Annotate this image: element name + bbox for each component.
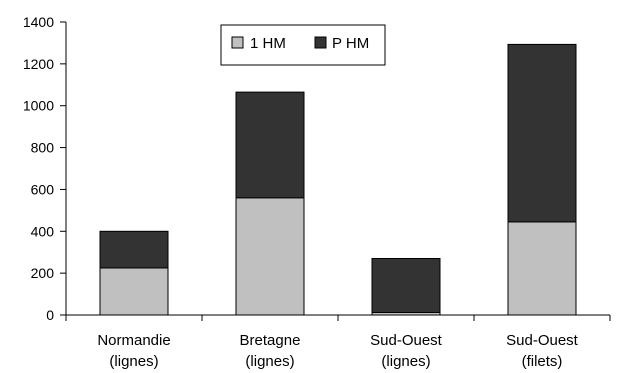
x-tick-label-line: Sud-Ouest [370, 332, 443, 349]
x-tick-label: Bretagne (lignes) [240, 332, 301, 370]
y-tick-label: 1200 [23, 56, 54, 72]
legend-box [220, 24, 386, 66]
y-tick-label: 200 [31, 265, 55, 281]
y-tick-label: 1400 [23, 14, 54, 30]
y-tick-label: 800 [31, 140, 55, 156]
bar-phm-3 [507, 43, 577, 223]
y-tick-label: 400 [31, 223, 55, 239]
bar-1hm-0 [99, 267, 169, 316]
x-tick-label: Normandie (lignes) [97, 332, 170, 370]
y-axis: 0 200 400 600 800 1000 1200 1400 [23, 14, 67, 323]
x-tick-label-line: (filets) [522, 353, 563, 370]
bar-phm-1 [235, 91, 305, 199]
y-tick-label: 600 [31, 181, 55, 197]
legend-label-1hm: 1 HM [250, 35, 286, 52]
x-tick-label-line: (lignes) [245, 353, 294, 370]
bar-phm-2 [371, 257, 441, 313]
x-tick-label-line: Bretagne [240, 332, 301, 349]
legend: 1 HM P HM [220, 24, 386, 66]
legend-swatch-1hm [231, 36, 244, 49]
bars [99, 43, 577, 316]
y-tick-label: 1000 [23, 98, 54, 114]
x-tick-label-line: Normandie [97, 332, 170, 349]
legend-label-phm: P HM [332, 35, 369, 52]
x-tick-label-line: (lignes) [109, 353, 158, 370]
x-axis [65, 314, 611, 321]
x-tick-label: Sud-Ouest (lignes) [370, 332, 443, 370]
x-tick-label: Sud-Ouest (filets) [506, 332, 579, 370]
bar-1hm-3 [507, 221, 577, 316]
bar-phm-0 [99, 230, 169, 269]
legend-swatch-phm [314, 36, 327, 49]
x-tick-label-line: (lignes) [381, 353, 430, 370]
bar-1hm-1 [235, 197, 305, 316]
y-tick-label: 0 [46, 307, 54, 323]
x-tick-labels: Normandie (lignes)Bretagne (lignes)Sud-Oue… [97, 332, 578, 370]
x-tick-label-line: Sud-Ouest [506, 332, 579, 349]
